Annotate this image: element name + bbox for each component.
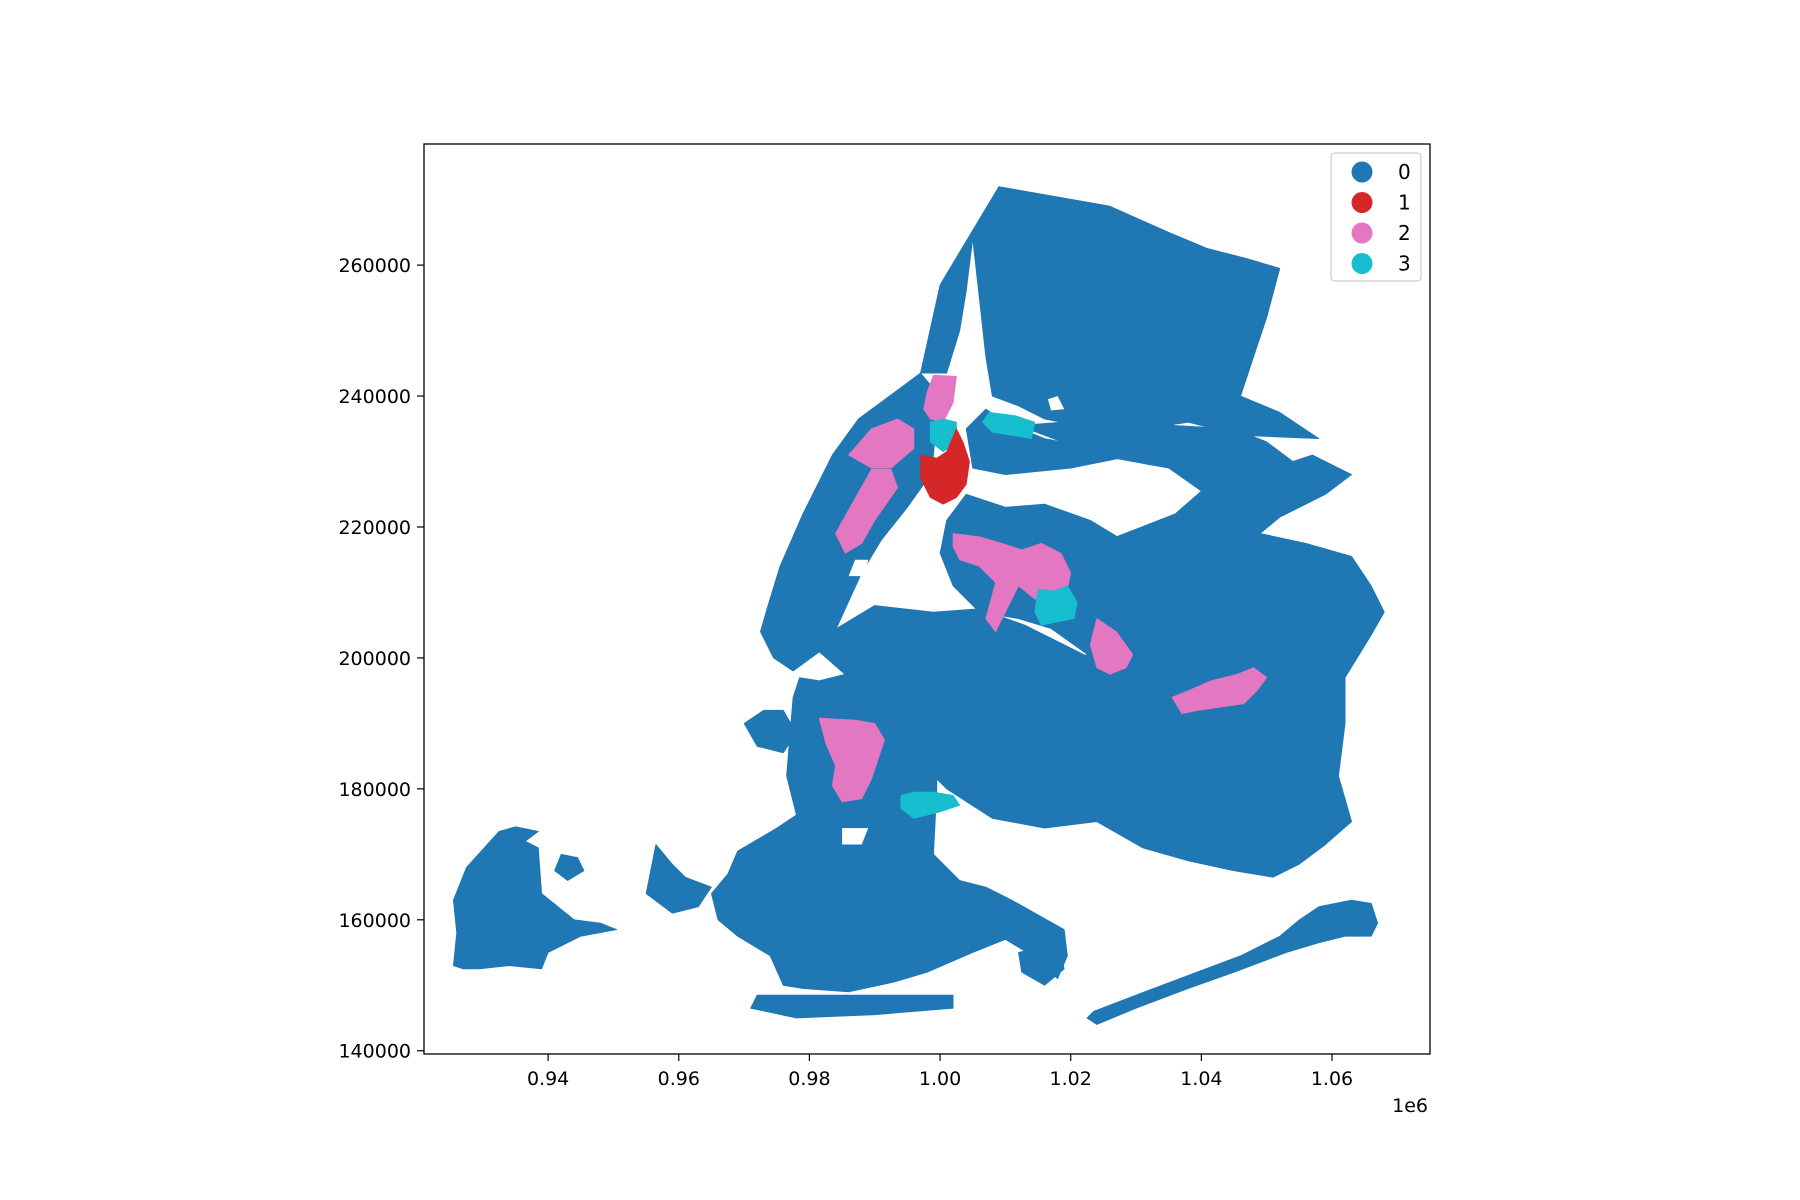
y-tick-label: 160000 bbox=[338, 910, 411, 932]
legend-box bbox=[1330, 152, 1422, 282]
region-category-2-23 bbox=[1171, 667, 1268, 714]
x-offset-label: 1e6 bbox=[1392, 1095, 1428, 1117]
legend-label-0: 0 bbox=[1398, 160, 1411, 184]
x-tick-label: 0.98 bbox=[788, 1068, 830, 1090]
region-category-0-11 bbox=[645, 844, 712, 914]
x-tick-label: 1.00 bbox=[919, 1068, 961, 1090]
legend-marker-3 bbox=[1351, 253, 1373, 274]
water-cutout-3 bbox=[842, 828, 869, 845]
region-category-2-24 bbox=[818, 717, 885, 803]
y-tick-label: 260000 bbox=[338, 255, 411, 277]
x-tick-label: 0.94 bbox=[527, 1068, 569, 1090]
y-tick-label: 220000 bbox=[338, 517, 411, 539]
y-tick-label: 200000 bbox=[338, 648, 411, 670]
region-category-0-7 bbox=[750, 994, 954, 1019]
region-category-2-22 bbox=[1089, 618, 1134, 675]
x-tick-label: 1.04 bbox=[1180, 1068, 1222, 1090]
water-cutout-0 bbox=[894, 582, 914, 599]
legend: 0 1 2 3 bbox=[1330, 152, 1422, 282]
legend-marker-0 bbox=[1351, 161, 1373, 183]
map-regions bbox=[452, 186, 1385, 1025]
legend-label-3: 3 bbox=[1398, 252, 1411, 276]
region-category-0-10 bbox=[554, 853, 585, 881]
region-category-3-18 bbox=[982, 411, 1036, 440]
region-category-0-0 bbox=[972, 186, 1320, 440]
y-tick-label: 240000 bbox=[338, 386, 411, 408]
region-category-0-12 bbox=[1086, 899, 1379, 1025]
x-tick-label: 1.02 bbox=[1050, 1068, 1092, 1090]
legend-label-1: 1 bbox=[1398, 191, 1411, 215]
x-tick-label: 0.96 bbox=[658, 1068, 700, 1090]
region-category-0-5 bbox=[809, 418, 1385, 878]
region-category-2-15 bbox=[848, 418, 915, 469]
legend-marker-1 bbox=[1351, 192, 1373, 213]
y-tick-label: 140000 bbox=[338, 1041, 411, 1063]
y-axis-ticks: 140000 160000 180000 200000 220000 240000 2600… bbox=[338, 255, 424, 1063]
legend-marker-2 bbox=[1351, 222, 1373, 244]
region-category-1-19 bbox=[920, 428, 970, 505]
region-category-3-21 bbox=[1034, 585, 1078, 626]
region-category-2-16 bbox=[835, 468, 898, 554]
region-category-0-13 bbox=[743, 709, 797, 754]
axes-frame bbox=[423, 143, 1431, 1055]
region-category-2-20 bbox=[952, 533, 1072, 633]
legend-label-2: 2 bbox=[1398, 221, 1411, 245]
region-category-0-2 bbox=[920, 186, 1000, 374]
region-category-0-6 bbox=[711, 673, 1068, 993]
x-tick-label: 1.06 bbox=[1311, 1068, 1353, 1090]
region-category-0-9 bbox=[452, 826, 618, 970]
water-cutout-1 bbox=[1047, 396, 1065, 411]
y-tick-label: 180000 bbox=[338, 779, 411, 801]
water-cutouts bbox=[842, 396, 1065, 845]
water-cutout-2 bbox=[848, 559, 869, 577]
region-category-0-8 bbox=[1018, 942, 1065, 986]
legend-items: 0 1 2 3 bbox=[1351, 160, 1411, 276]
x-axis-ticks: 0.94 0.96 0.98 1.00 1.02 1.04 1.06 bbox=[527, 1054, 1353, 1090]
region-category-3-25 bbox=[900, 791, 961, 819]
